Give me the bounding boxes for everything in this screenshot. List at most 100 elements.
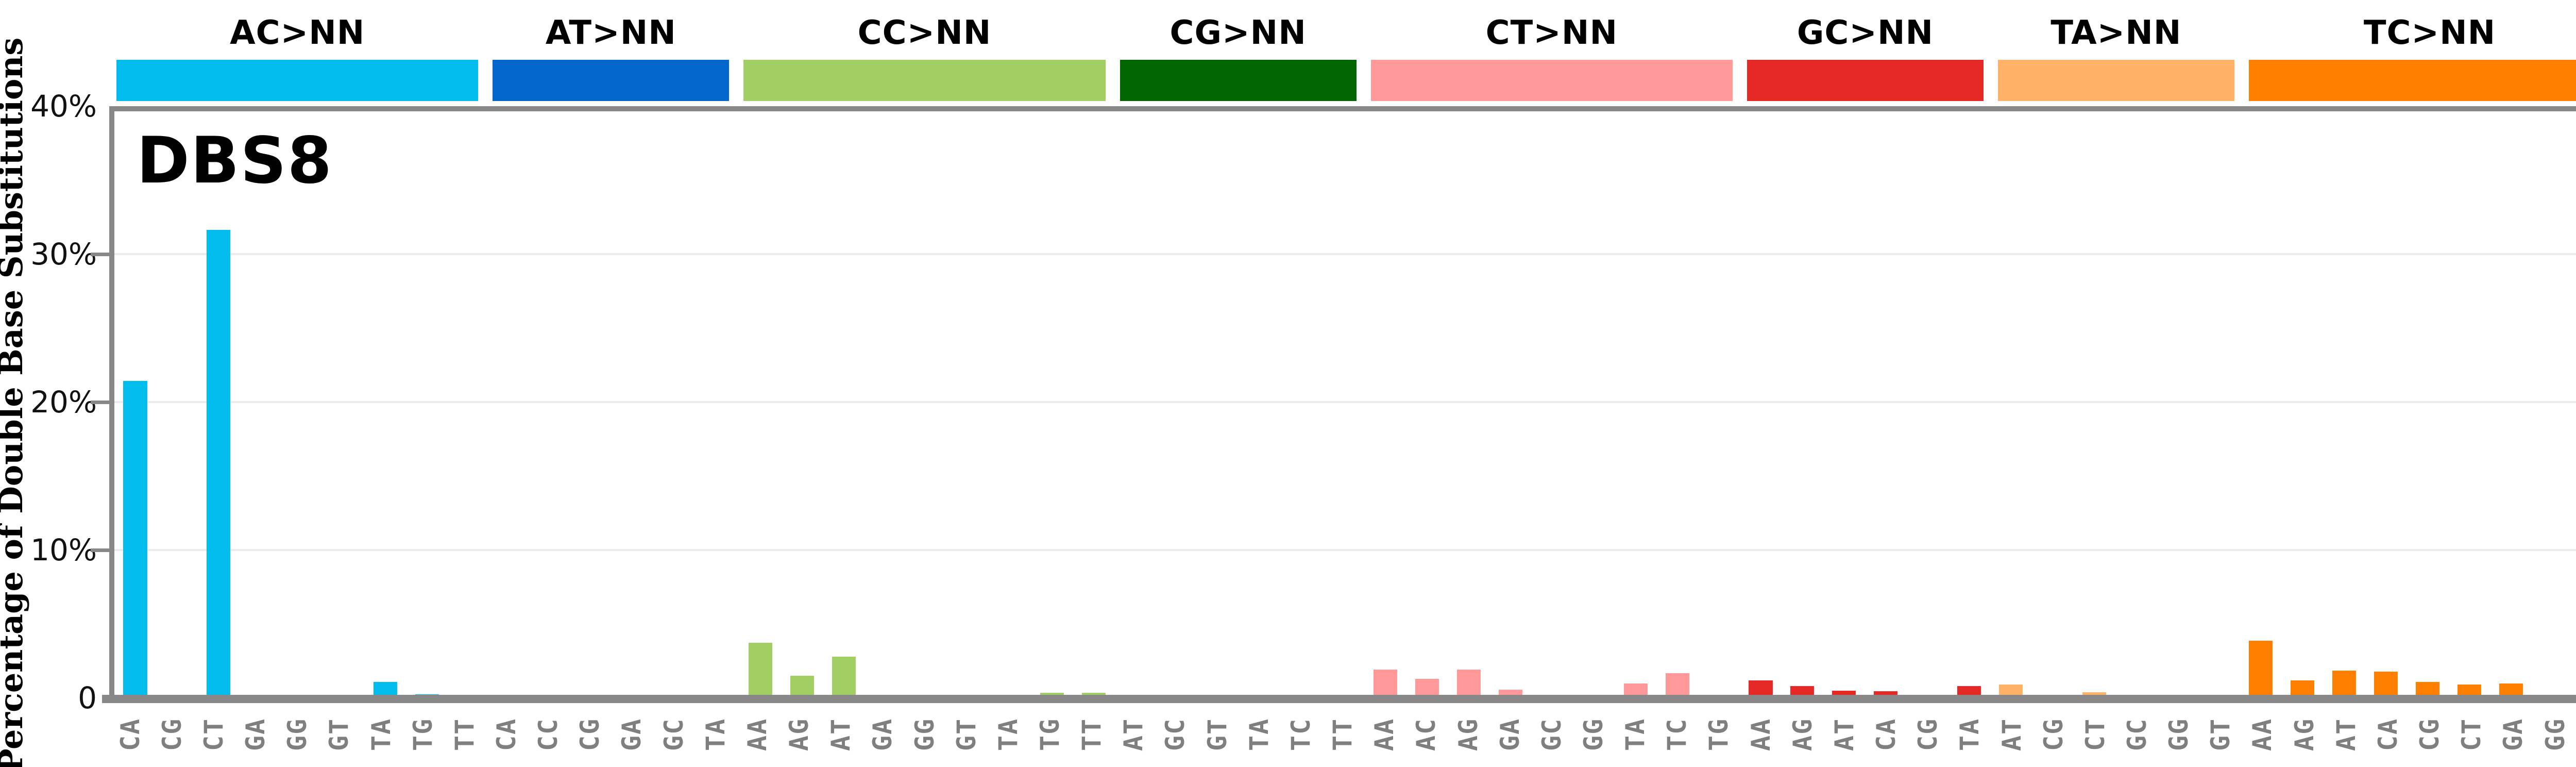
x-tick-label: CA xyxy=(115,718,145,751)
bar-slot xyxy=(1782,111,1823,698)
xlabel-slot: AC xyxy=(1405,691,1447,767)
xlabel-slot: GA xyxy=(2493,691,2534,767)
xlabel-slot: AA xyxy=(1364,691,1405,767)
x-tick-label: TT xyxy=(1077,718,1107,751)
x-tick-label: CG xyxy=(2415,718,2445,751)
y-tick-mark-20 xyxy=(91,401,109,404)
xlabel-slot: TG xyxy=(402,691,444,767)
xlabel-slot: CG xyxy=(151,691,193,767)
bar-slot xyxy=(2365,111,2406,698)
bar-group-at xyxy=(489,111,739,698)
xlabel-slot: TC xyxy=(1280,691,1321,767)
xlabel-slot: GA xyxy=(1489,691,1531,767)
xlabel-slot: GG xyxy=(2534,691,2576,767)
xlabel-slot: GC xyxy=(1155,691,1196,767)
x-tick-label: CG xyxy=(575,718,605,751)
x-tick-label: GG xyxy=(282,718,313,751)
x-tick-label: CC xyxy=(533,718,564,751)
xlabel-slot: AT xyxy=(1823,691,1865,767)
bar-cc-at xyxy=(832,657,856,698)
signature-title: DBS8 xyxy=(137,124,333,198)
xlabel-slot: TT xyxy=(1321,691,1363,767)
bar-tc-aa xyxy=(2249,641,2273,698)
category-band-cell xyxy=(2242,60,2576,101)
xlabel-group: AT GC GT TA TC TT xyxy=(1113,691,1364,767)
category-color-band xyxy=(2248,60,2576,101)
x-tick-label: CT xyxy=(2456,718,2487,751)
bars-container xyxy=(114,111,2576,698)
x-tick-label: CG xyxy=(2038,718,2069,751)
category-band-row xyxy=(109,60,2576,101)
x-tick-label: TG xyxy=(1035,718,1065,751)
xlabel-slot: AT xyxy=(2325,691,2367,767)
gridline-20 xyxy=(114,401,2576,403)
bar-slot xyxy=(406,111,448,698)
bar-slot xyxy=(1406,111,1448,698)
x-tick-label: GA xyxy=(2498,718,2529,751)
category-color-band xyxy=(1747,60,1984,101)
bar-slot xyxy=(2073,111,2115,698)
bar-slot xyxy=(1865,111,1907,698)
y-tick-label-0: 0 xyxy=(78,680,97,715)
bar-slot xyxy=(531,111,573,698)
category-color-band xyxy=(116,60,479,101)
xlabel-slot: TG xyxy=(1698,691,1740,767)
category-label-ta: TA>NN xyxy=(2050,14,2182,52)
x-tick-label: GG xyxy=(909,718,940,751)
bar-slot xyxy=(573,111,615,698)
xlabel-slot: TC xyxy=(1656,691,1698,767)
bar-slot xyxy=(865,111,906,698)
x-tick-label: GG xyxy=(1578,718,1608,751)
bar-ct-ac xyxy=(1415,679,1439,698)
bar-ct-aa xyxy=(1374,669,1398,698)
xlabel-slot: CT xyxy=(2074,691,2116,767)
x-tick-label: CG xyxy=(157,718,187,751)
x-tick-label: AC xyxy=(1411,718,1442,751)
bar-slot xyxy=(1156,111,1198,698)
category-label-cg: CG>NN xyxy=(1170,14,1307,52)
category-label-ac: AC>NN xyxy=(230,14,365,52)
x-tick-label: GA xyxy=(868,718,898,751)
bar-slot xyxy=(1656,111,1698,698)
x-tick-label: CA xyxy=(491,718,521,751)
x-tick-label: CA xyxy=(2372,718,2403,751)
bar-slot xyxy=(2532,111,2573,698)
xlabel-slot: GC xyxy=(653,691,694,767)
xlabel-slot: GA xyxy=(234,691,276,767)
bar-slot xyxy=(1532,111,1573,698)
bar-slot xyxy=(656,111,698,698)
x-tick-label: GC xyxy=(658,718,689,751)
bar-slot xyxy=(1365,111,1406,698)
bar-ct-ag xyxy=(1457,669,1481,698)
xlabel-group: CA CG CT GA GG GT TA TG TT xyxy=(109,691,485,767)
xlabel-slot: GA xyxy=(611,691,653,767)
xlabel-group: AT CG CT GC GG GT xyxy=(1991,691,2242,767)
xlabel-slot: CT xyxy=(2451,691,2493,767)
category-color-band xyxy=(1997,60,2234,101)
bar-ac-ct xyxy=(207,230,231,698)
bar-group-ac xyxy=(114,111,489,698)
x-tick-label: GA xyxy=(241,718,271,751)
x-tick-label: TA xyxy=(700,718,731,751)
x-tick-label: TT xyxy=(1328,718,1358,751)
bar-slot xyxy=(1823,111,1865,698)
xlabel-slot: GG xyxy=(277,691,318,767)
y-tick-label-20: 20% xyxy=(30,385,97,420)
xlabel-slot: AG xyxy=(778,691,820,767)
xlabel-slot: CG xyxy=(1907,691,1949,767)
x-tick-label: CG xyxy=(1913,718,1943,751)
x-tick-label: GT xyxy=(1202,718,1232,751)
x-tick-label: CA xyxy=(1871,718,1902,751)
xlabel-group: AA AC AG GA GC GG TA TC TG xyxy=(1364,691,1740,767)
x-tick-label: TA xyxy=(1955,718,1985,751)
bar-slot xyxy=(1907,111,1948,698)
bar-ct-tc xyxy=(1665,673,1689,698)
x-tick-label: GA xyxy=(1495,718,1525,751)
xlabel-slot: CG xyxy=(2032,691,2074,767)
x-tick-label: AT xyxy=(2331,718,2361,751)
bar-slot xyxy=(2240,111,2282,698)
x-tick-label: GT xyxy=(951,718,981,751)
category-color-band xyxy=(743,60,1106,101)
bar-slot xyxy=(323,111,364,698)
